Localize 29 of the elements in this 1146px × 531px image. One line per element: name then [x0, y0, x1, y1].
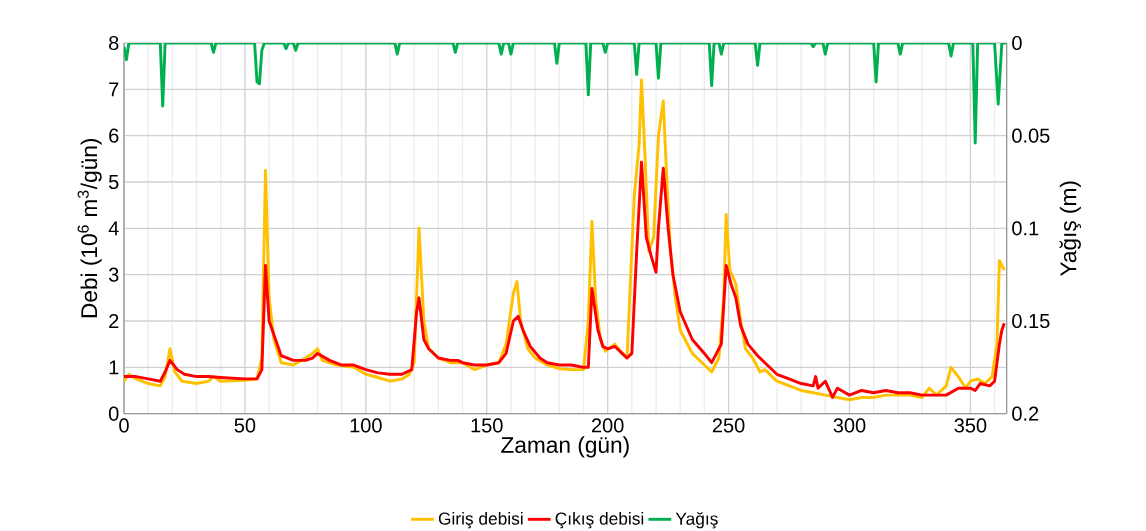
x-tick-label: 200: [591, 418, 624, 433]
x-tick-label: 350: [954, 418, 987, 433]
y2-tick-label: 0.2: [1012, 406, 1039, 421]
y-tick-label: 0: [108, 406, 119, 421]
y-tick-label: 2: [109, 314, 119, 328]
y2-axis-title: Yağış (m): [1059, 181, 1081, 277]
y-tick-label: 7: [109, 82, 119, 97]
x-tick-label: 150: [471, 418, 503, 433]
y2-tick-label: 0.1: [1012, 221, 1039, 236]
y2-tick-label: 0.05: [1012, 128, 1050, 143]
legend-label: Çıkış debisi: [555, 512, 644, 529]
y-tick-label: 3: [108, 267, 119, 282]
line-series: [124, 43, 1007, 145]
x-tick-label: 250: [712, 418, 745, 433]
y2-tick-label: 0.15: [1012, 313, 1050, 329]
legend-label: Yağış: [675, 511, 718, 529]
x-tick-label: 0: [119, 418, 129, 433]
x-axis-title: Zaman (gün): [501, 436, 629, 458]
x-tick-label: 300: [833, 418, 866, 433]
y-tick-label: 4: [108, 221, 119, 236]
x-tick-label: 100: [350, 418, 382, 433]
y-tick-label: 8: [109, 35, 119, 51]
y-tick-label: 6: [109, 128, 119, 143]
legend-label: Giriş debisi: [438, 512, 523, 529]
y-axis-title: Debi (10$^{6}$ m$^{3}$/gün): [77, 138, 102, 318]
y-tick-label: 5: [108, 175, 119, 189]
x-tick-label: 50: [234, 418, 256, 433]
y-tick-label: 1: [109, 360, 119, 375]
y2-tick-label: 0: [1012, 35, 1022, 51]
